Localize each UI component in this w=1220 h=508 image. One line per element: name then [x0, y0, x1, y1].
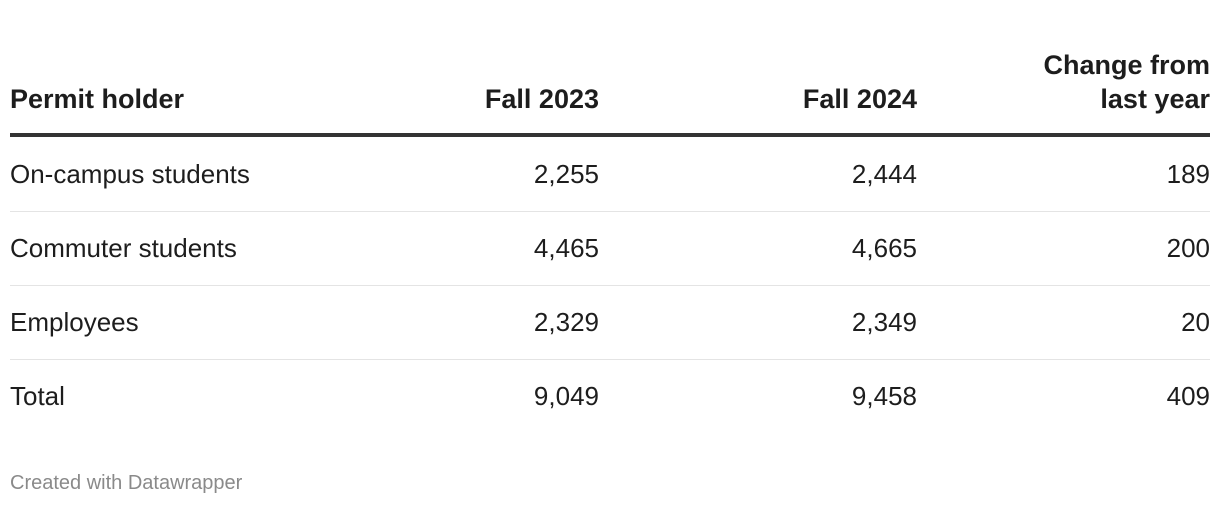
cell-value: 9,049: [533, 381, 599, 411]
cell-value: 4,465: [533, 233, 599, 263]
cell-value: 189: [1166, 159, 1210, 189]
row-label: On-campus students: [10, 159, 250, 189]
row-label: Employees: [10, 307, 139, 337]
cell-value: 2,255: [533, 159, 599, 189]
row-separator: [10, 211, 1210, 212]
cell-value: 2,349: [851, 307, 917, 337]
row-separator: [10, 285, 1210, 286]
cell-value: 2,444: [851, 159, 917, 189]
header-rule: [10, 133, 1210, 137]
column-header: Fall 2024: [802, 84, 917, 114]
row-label: Total: [10, 381, 65, 411]
cell-value: 20: [1181, 307, 1210, 337]
cell-value: 9,458: [851, 381, 917, 411]
cell-value: 409: [1166, 381, 1210, 411]
cell-value: 4,665: [851, 233, 917, 263]
cell-value: 200: [1166, 233, 1210, 263]
column-header: Change from last year: [1043, 50, 1210, 114]
cell-value: 2,329: [533, 307, 599, 337]
footer: Created with Datawrapper: [10, 472, 243, 494]
row-label: Commuter students: [10, 233, 237, 263]
row-separator: [10, 359, 1210, 360]
column-header: Fall 2023: [484, 84, 599, 114]
column-header: Permit holder: [10, 84, 185, 114]
